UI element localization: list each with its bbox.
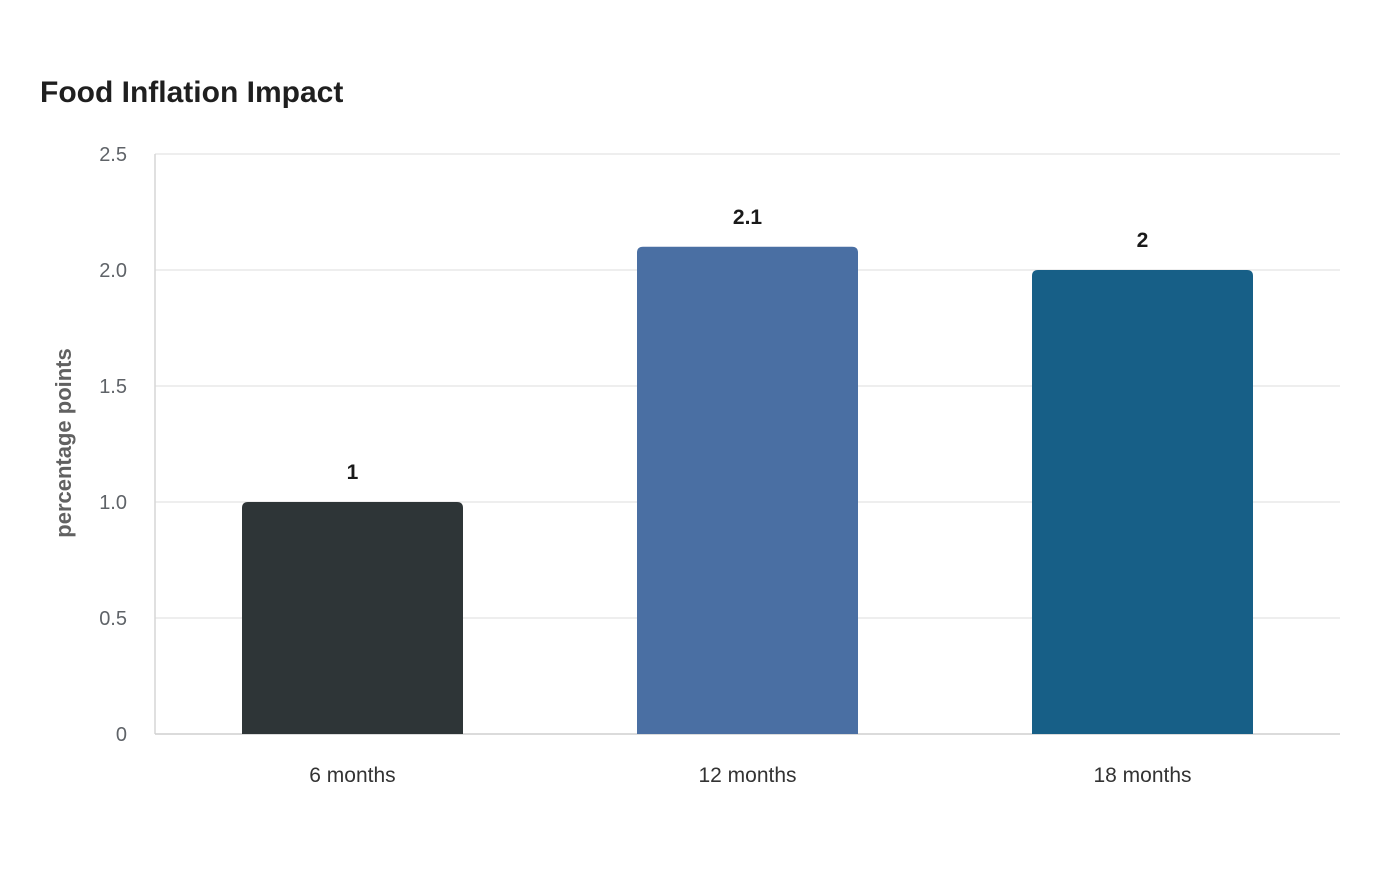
x-tick-label: 18 months [1093,764,1191,787]
data-label: 2 [1137,229,1149,252]
x-tick-label: 6 months [309,764,395,787]
y-tick-label: 0.5 [99,608,127,630]
y-tick-label: 2.0 [99,260,127,282]
data-label: 2.1 [733,206,763,229]
x-tick-label: 12 months [698,764,796,787]
bar-18-months [1032,270,1253,734]
bars [242,246,1253,735]
bar-6-months [242,502,463,734]
y-tick-label: 0 [116,724,127,746]
labels: 0 0.5 1.0 1.5 2.0 2.5 1 6 months 2.1 12 months 2 18… [99,144,1191,787]
y-tick-label: 2.5 [99,144,127,166]
y-tick-label: 1.5 [99,376,127,398]
y-tick-label: 1.0 [99,492,127,514]
bar-12-months [637,246,858,735]
chart-title: Food Inflation Impact [40,76,344,109]
data-label: 1 [347,461,359,484]
y-axis-title: percentage points [51,348,76,537]
